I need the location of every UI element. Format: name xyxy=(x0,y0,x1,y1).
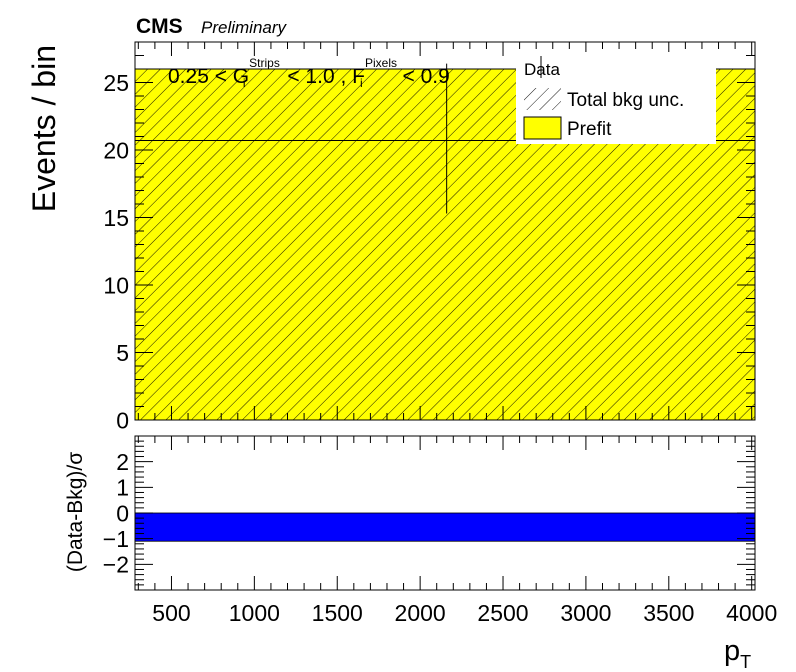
x-tick-label: 2000 xyxy=(395,600,446,626)
main-y-tick-label: 15 xyxy=(103,205,129,231)
ratio-y-tick-label: −1 xyxy=(103,526,129,552)
x-tick-label: 3000 xyxy=(560,600,611,626)
x-axis-label-main: p xyxy=(724,635,740,667)
main-y-tick-label: 25 xyxy=(103,70,129,96)
annotation-part-2-sub: i xyxy=(360,76,363,90)
legend: Data Total bkg unc. Prefit xyxy=(516,52,716,144)
x-axis-label-sub: T xyxy=(740,652,751,672)
annotation-part-2: < 1.0 , F xyxy=(282,65,365,88)
legend-prefit-swatch xyxy=(523,116,562,140)
ratio-band xyxy=(134,512,756,542)
annotation-part-2-sup: Pixels xyxy=(365,56,397,70)
annotation-part-1-sup: Strips xyxy=(249,56,280,70)
main-y-tick-label: 10 xyxy=(103,272,129,298)
x-tick-label: 500 xyxy=(152,600,190,626)
annotation-part-1-sub: i xyxy=(243,76,246,90)
experiment-label: CMS xyxy=(136,15,183,38)
x-axis-label: pT xyxy=(724,635,751,672)
main-y-tick-label: 0 xyxy=(116,407,129,433)
x-tick-label: 1000 xyxy=(229,600,280,626)
main-y-tick-label: 20 xyxy=(103,137,129,163)
x-tick-label: 2500 xyxy=(477,600,528,626)
annotation-part-1: 0.25 < G xyxy=(168,65,249,88)
legend-unc-label: Total bkg unc. xyxy=(567,90,684,111)
main-panel: 0 5 10 15 20 25 Events / bin 0.25 < GStrips i … xyxy=(26,41,756,433)
legend-prefit-label: Prefit xyxy=(567,119,612,140)
selection-annotation: 0.25 < GStrips i < 1.0 , FPixels i < 0.9 xyxy=(168,56,450,90)
status-label: Preliminary xyxy=(201,18,288,37)
ratio-y-axis-label: (Data-Bkg)/σ xyxy=(64,452,87,572)
ratio-y-tick-label: 1 xyxy=(116,475,129,501)
x-tick-label: 4000 xyxy=(726,600,777,626)
ratio-band-bar-0 xyxy=(134,512,756,542)
x-tick-label: 1500 xyxy=(312,600,363,626)
main-x-ticks xyxy=(137,42,753,420)
main-y-tick-label: 5 xyxy=(116,340,129,366)
legend-hatch-swatch xyxy=(524,88,561,110)
main-y-axis-label: Events / bin xyxy=(26,45,62,212)
ratio-y-tick-label: 0 xyxy=(116,500,129,526)
ratio-x-ticks: 500 1000 1500 2000 2500 3000 3500 4000 xyxy=(137,436,777,626)
x-tick-label: 3500 xyxy=(643,600,694,626)
ratio-y-tick-label: 2 xyxy=(116,449,129,475)
ratio-y-tick-label: −2 xyxy=(103,552,129,578)
annotation-part-3: < 0.9 xyxy=(397,65,450,88)
main-y-ticks: 0 5 10 15 20 25 xyxy=(103,41,755,433)
legend-data-label: Data xyxy=(524,60,560,79)
